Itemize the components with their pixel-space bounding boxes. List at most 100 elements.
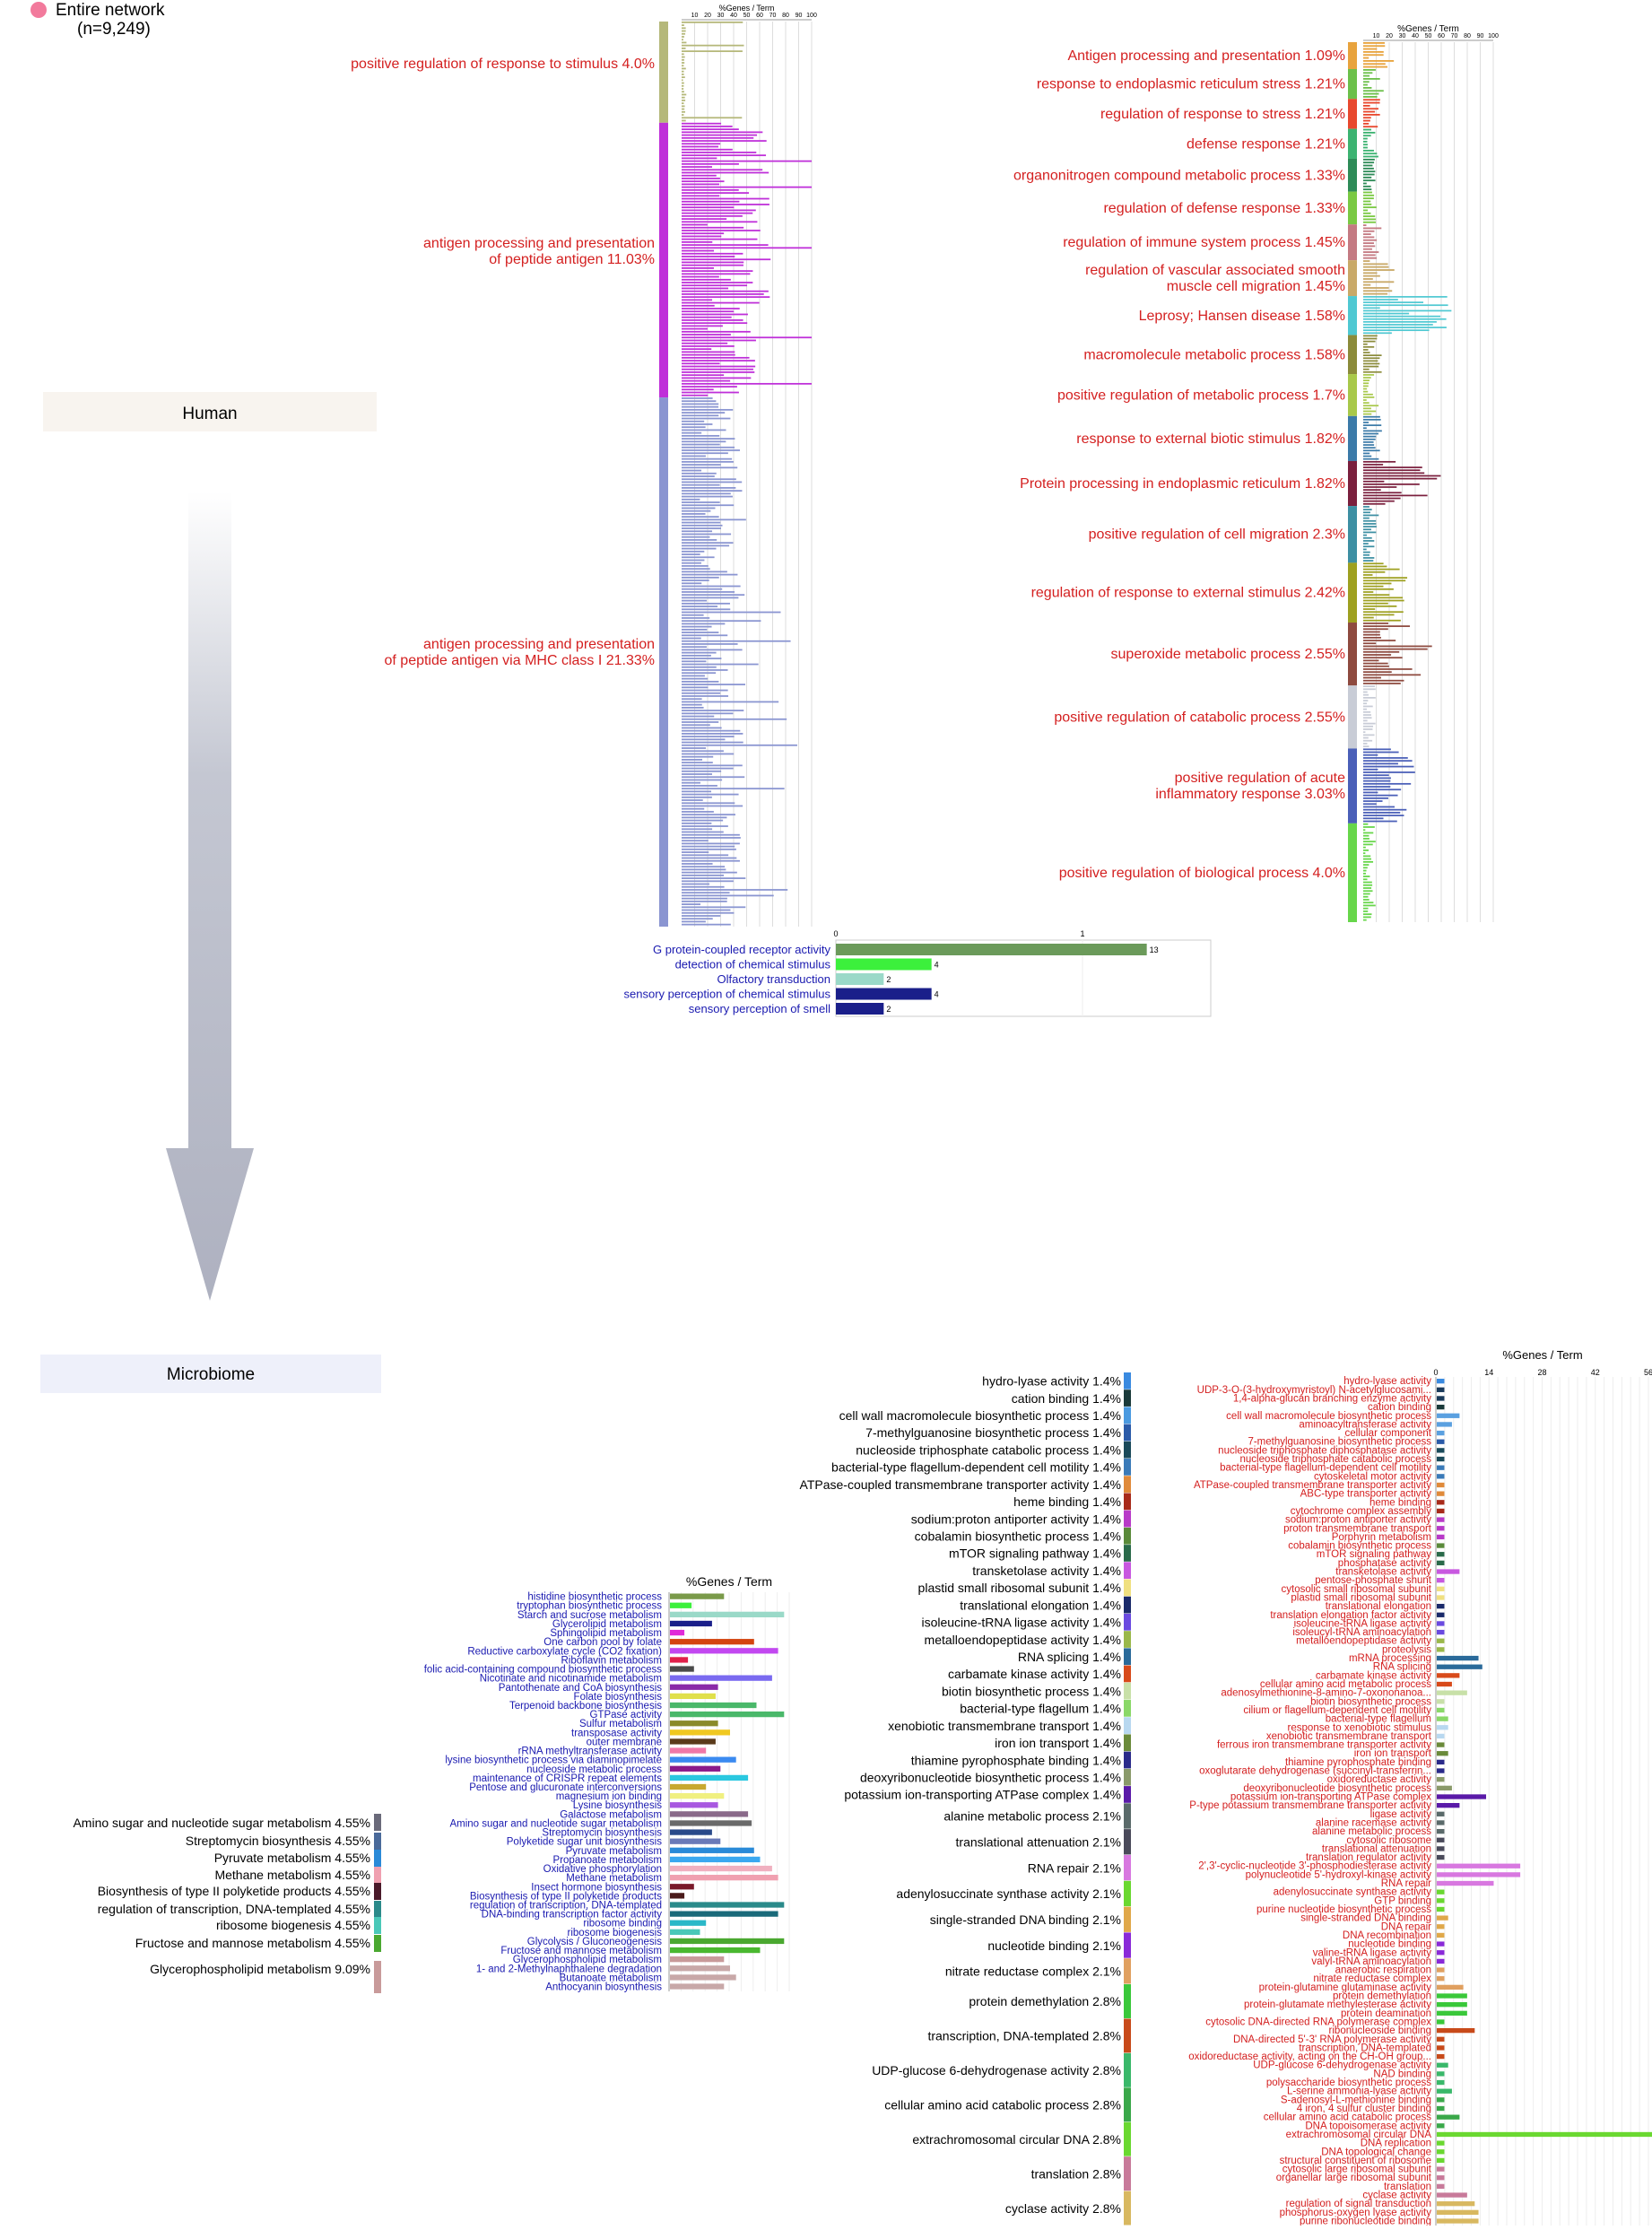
ml-category-label-26: Streptomycin biosynthesis [542,1828,662,1839]
mr-cluster-label-24: potassium ion-transporting ATPase comple… [844,1788,1121,1802]
hr-bar [1363,158,1375,161]
hs-tick-1: 1 [1080,929,1084,938]
mt-bar-12 [1437,1482,1445,1488]
hl-bar [682,594,745,597]
hl-bar [682,299,713,301]
mt-category-label-90: structural constituent of ribosome [1280,2156,1431,2166]
mr-cluster-label-11: transketolase activity 1.4% [972,1564,1121,1578]
hl-bar [682,365,756,368]
hr-bar [1363,335,1378,337]
mt-category-label-70: protein-glutamine glutaminase activity [1259,1982,1432,1993]
mt-category-label-0: hydro-lyase activity [1343,1376,1431,1387]
hl-bar [682,186,812,188]
ml-category-label-33: Biosynthesis of type II polyketide produ… [470,1891,662,1902]
hr-bar [1363,619,1401,622]
mt-bar-31 [1437,1647,1445,1652]
hr-bar [1363,455,1372,457]
hr-bar [1363,710,1371,713]
hl-bar [682,773,712,775]
mt-category-label-72: protein-glutamate methylesterase activit… [1244,1999,1431,2010]
hr-bar [1363,725,1374,727]
hl-bar [682,24,684,26]
hr-bar [1363,597,1404,599]
mt-bar-48 [1437,1794,1487,1799]
mm-cluster-label-0: Amino sugar and nucleotide sugar metabol… [73,1816,370,1830]
mt-category-label-18: Porphyrin metabolism [1332,1532,1431,1543]
hr-bar [1363,676,1381,679]
mr-cluster-strip-13 [1124,1596,1131,1614]
hr-bar [1363,878,1368,881]
hl-bar [682,625,712,628]
hr-axis-tick-4: 50 [1425,33,1432,39]
hl-bar [682,617,710,619]
hr-bar [1363,777,1391,780]
mt-category-label-77: transcription, DNA-templated [1299,2043,1431,2053]
hl-bar [682,58,684,61]
mt-bar-57 [1437,1872,1521,1877]
hl-bar [682,249,714,252]
mt-category-label-24: cytosolic small ribosomal subunit [1282,1584,1432,1595]
hs-value-label-2: 2 [886,975,891,984]
hr-bar [1363,602,1388,605]
hr-bar [1363,782,1412,785]
hr-bar [1363,728,1373,730]
hr-bar [1363,304,1448,307]
mr-cluster-strip-4 [1124,1441,1131,1459]
hl-bar [682,510,711,512]
hr-bar [1363,797,1389,799]
hr-bar [1363,708,1367,710]
mt-category-label-49: P-type potassium transmembrane transport… [1189,1800,1431,1811]
hl-bar [682,495,733,498]
hr-bar [1363,318,1447,320]
hr-bar [1363,45,1386,48]
hr-bar [1363,382,1369,385]
hl-bar [682,504,735,507]
mt-category-label-8: nucleoside triphosphate diphosphatase ac… [1218,1445,1431,1456]
mt-category-label-17: proton transmembrane transport [1283,1523,1432,1534]
hl-bar [682,30,686,32]
hl-bar [682,712,734,715]
mt-category-label-63: DNA repair [1381,1921,1431,1932]
mr-cluster-strip-29 [1124,1906,1131,1932]
mt-tick-0: 0 [1433,1368,1438,1377]
ml-category-label-29: Propanoate metabolism [553,1855,662,1866]
hr-bar [1363,418,1381,421]
hl-bar [682,455,706,457]
hr-bar [1363,631,1380,633]
hr-bar [1363,528,1371,531]
hl-bar [682,204,769,205]
hr-bar [1363,751,1399,753]
hr-bar [1363,519,1377,522]
mr-cluster-label-31: nitrate reductase complex 2.1% [945,1964,1121,1979]
hr-bar [1363,278,1373,280]
mt-bar-85 [1437,2114,1460,2120]
mt-category-label-41: xenobiotic transmembrane transport [1266,1731,1432,1742]
hr-bar [1363,571,1386,573]
ml-category-label-7: Riboflavin metabolism [561,1655,663,1666]
mr-cluster-label-1: cation binding 1.4% [1012,1391,1121,1406]
hl-bar [682,105,685,108]
hl-bar [682,261,744,264]
hr-bar [1363,144,1369,146]
ml-category-label-6: Reductive carboxylate cycle (CO2 fixatio… [467,1646,662,1657]
mt-bar-3 [1437,1404,1445,1410]
hr-bar [1363,895,1369,898]
hl-bar [682,114,684,116]
mt-category-label-39: bacterial-type flagellum [1326,1714,1431,1725]
hr-axis-tick-5: 60 [1438,33,1445,39]
mm-cluster-label-7: Fructose and mannose metabolism 4.55% [135,1936,370,1950]
hr-bar [1363,396,1375,398]
hr-bar [1363,224,1367,227]
mr-cluster-label-8: sodium:proton antiporter activity 1.4% [911,1511,1121,1526]
hr-bar [1363,340,1376,343]
hl-bar [682,727,722,729]
hl-bar [682,394,709,396]
panel-human-label: Human [182,405,237,423]
mt-bar-27 [1437,1612,1445,1617]
mt-category-label-58: RNA repair [1381,1878,1431,1889]
hl-bar [682,513,706,515]
mt-category-label-36: adenosylmethionine-8-amino-7-oxononanoa.… [1221,1688,1431,1699]
hr-bar [1363,614,1395,616]
